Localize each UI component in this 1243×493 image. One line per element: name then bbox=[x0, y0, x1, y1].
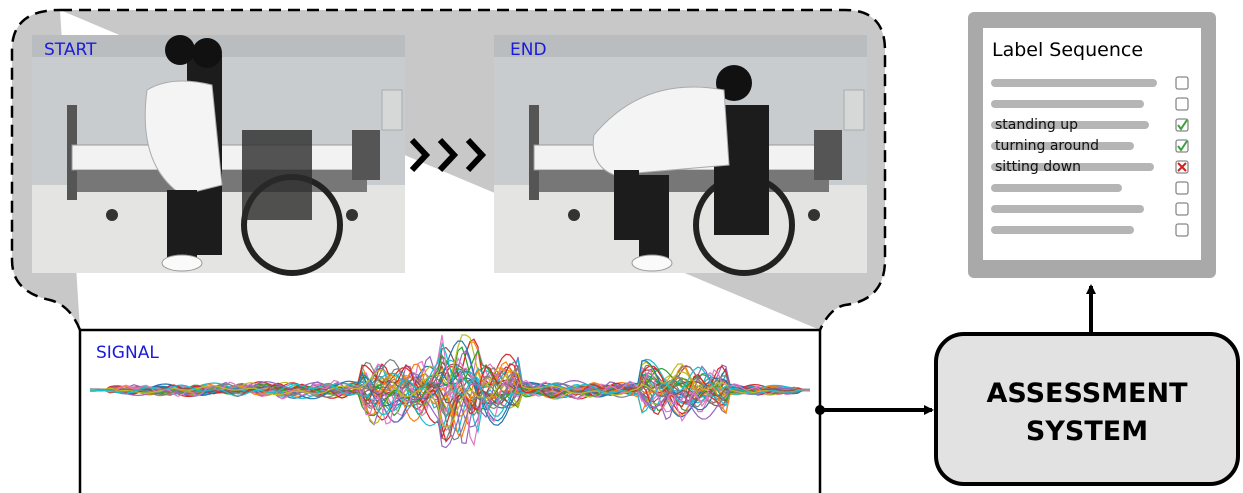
start-photo: START bbox=[32, 35, 405, 273]
assessment-box bbox=[936, 334, 1238, 484]
signal-label: SIGNAL bbox=[96, 343, 159, 363]
sequence-item: turning around bbox=[995, 138, 1099, 154]
end-label: END bbox=[510, 40, 547, 60]
sequence-item: standing up bbox=[995, 117, 1078, 133]
diagram: START END SIGNAL ASSESSMENT SYSTEM Label… bbox=[0, 0, 1243, 493]
sequence-item: sitting down bbox=[995, 159, 1081, 175]
assessment-text: SYSTEM bbox=[1026, 416, 1148, 447]
page: {"photos": {"start_label": "START", "end… bbox=[0, 0, 1243, 493]
end-photo: END bbox=[494, 35, 867, 273]
assessment-text: ASSESSMENT bbox=[986, 378, 1188, 409]
document-title: Label Sequence bbox=[992, 39, 1143, 61]
start-label: START bbox=[44, 40, 97, 60]
